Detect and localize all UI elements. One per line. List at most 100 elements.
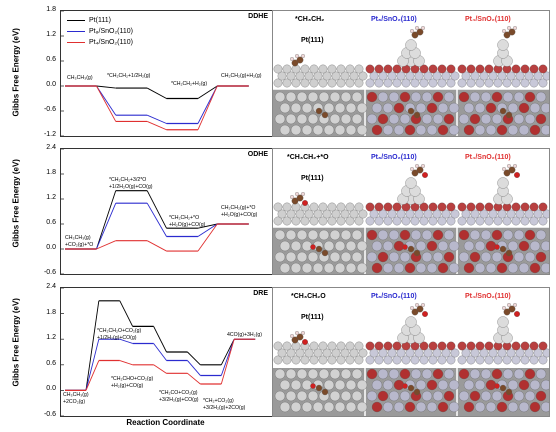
carbon-atom [296,194,304,202]
slab-atom [345,64,355,74]
slab-atom [354,202,364,212]
slab-atom [396,209,406,219]
top-view-atom [463,401,475,413]
slab-atom [396,71,406,81]
top-view-atom [388,368,400,380]
top-view-atom [410,229,422,241]
slab-atom [475,78,485,88]
slab-atom [354,64,364,74]
slab-atom [300,78,310,88]
carbon-atom [321,249,329,257]
top-view-atom [415,240,427,252]
top-view-atom [463,102,475,114]
top-view-atom [307,390,319,402]
oxygen-atom [494,244,500,250]
top-view-atom [426,401,438,413]
slab-atom [466,78,476,88]
top-view-atom [279,379,291,391]
legend-item-pt8: Pt₈/SnO₂(110) [67,26,133,37]
hydrogen-atom [415,26,419,30]
slab-atom [479,71,489,81]
y-tick-label: -0.6 [43,269,56,276]
slab-atom [419,202,429,212]
top-view-atom [426,262,438,274]
hydrogen-atom [421,26,425,30]
slab-atom [457,216,467,226]
hydrogen-atom [507,26,511,30]
slab-atom [446,216,456,226]
slab-atom [432,209,442,219]
top-view-atom [518,102,530,114]
top-view-atom [290,124,302,136]
top-view-atom [535,91,547,103]
annotation: CH₂CH₂(g)+*O +H₂O(g)+CO(g) [221,205,258,218]
carbon-atom [321,111,329,119]
top-view-atom [491,113,503,125]
top-view-atom [329,113,341,125]
top-view-atom [371,379,383,391]
slab-atom [493,78,503,88]
ylabel-odhe: Gibbs Free Energy (eV) [11,159,21,248]
slab-atom [529,78,539,88]
slab-atom [428,202,438,212]
slab-atom [378,209,388,219]
top-view-atom [432,113,444,125]
top-view-atom [540,102,549,114]
top-view-atom [410,368,422,380]
slab-atom [410,78,420,88]
structure-panel-odhe: *CH₃CH₂+*O Pt(111) Pt₈/SnO₂(110) Pt₄/SnO… [272,148,550,275]
top-view-atom [351,229,363,241]
slab-atom [309,78,319,88]
hydrogen-atom [421,164,425,168]
top-view-atom [356,102,368,114]
top-view-atom [404,262,416,274]
slab-atom [396,348,406,358]
top-view-atom [491,368,503,380]
carbon-atom [315,245,323,253]
hydrogen-atom [410,29,414,33]
top-view-atom [274,91,286,103]
slab-atom [291,216,301,226]
top-view-atom [279,262,291,274]
top-view-atom [485,262,497,274]
top-view-atom [377,251,389,263]
top-view-atom [529,262,541,274]
slab-atom [457,64,467,74]
slab-atom [282,202,292,212]
slab-atom [295,71,305,81]
annotation: *CH₂CO+CO₂(g) +3/2H₂(g)+CO(g) [159,390,199,403]
slab-atom [340,209,350,219]
top-view-atom [323,102,335,114]
top-view-atom [296,368,308,380]
top-view-atom [437,102,449,114]
annotation: *CH₂CH₂+H₂(g) [171,81,208,87]
slab-atom [318,355,328,365]
slab-atom [484,341,494,351]
top-view-atom [285,91,297,103]
slab-atom [392,78,402,88]
slab-atom [457,341,467,351]
slab-atom [461,71,471,81]
slab-atom [475,216,485,226]
legend-item-pt111: Pt(111) [67,15,133,26]
connector-line [119,300,134,327]
slab-atom [475,202,485,212]
y-tick-label: 2.4 [46,144,56,151]
top-view-atom [518,124,530,136]
top-view-atom [443,251,455,263]
slab-atom [437,202,447,212]
slab-atom [524,209,534,219]
top-view-atom [443,368,455,380]
slab-atom [318,341,328,351]
top-view-atom [351,113,363,125]
top-view-atom [356,401,368,413]
carbon-atom [416,305,424,313]
slab-atom [488,209,498,219]
top-view-atom [388,229,400,241]
top-view-atom [388,390,400,402]
y-tick-label: 2.4 [46,283,56,290]
top-view-atom [366,113,378,125]
top-view-atom [524,229,536,241]
top-view-atom [307,113,319,125]
top-view-atom [421,113,433,125]
